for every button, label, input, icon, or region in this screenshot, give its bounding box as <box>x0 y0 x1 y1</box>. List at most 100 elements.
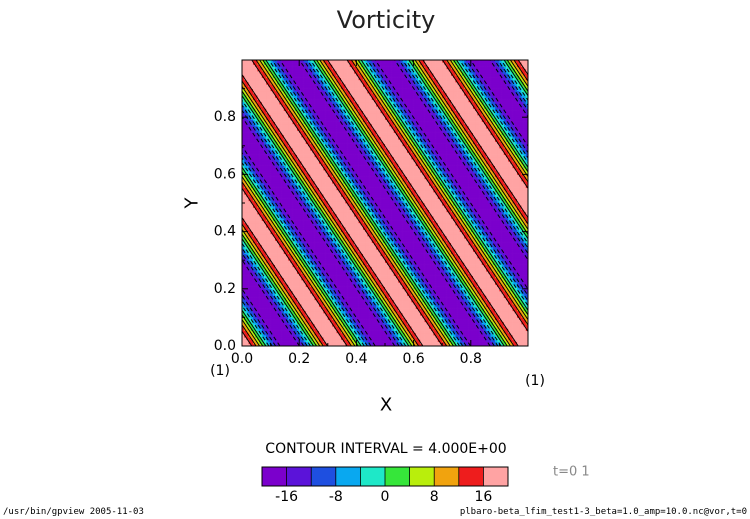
field-cell <box>398 295 401 298</box>
field-cell <box>404 264 408 268</box>
field-cell <box>484 286 487 290</box>
field-cell <box>429 282 432 285</box>
field-cell <box>508 313 511 316</box>
field-cell <box>506 319 509 323</box>
field-cell <box>246 273 249 276</box>
field-cell <box>341 286 344 290</box>
field-cell <box>255 302 258 305</box>
field-cell <box>523 269 527 272</box>
field-cell <box>255 297 258 301</box>
field-cell <box>431 275 434 279</box>
field-cell <box>477 328 480 331</box>
field-cell <box>481 286 485 290</box>
field-cell <box>380 275 384 279</box>
field-cell <box>435 280 439 283</box>
field-cell <box>442 277 445 281</box>
field-cell <box>393 280 397 283</box>
field-cell <box>437 273 441 276</box>
field-cell <box>316 262 320 265</box>
field-cell <box>299 295 302 298</box>
field-cell <box>442 291 445 294</box>
field-cell <box>453 317 456 320</box>
field-cell <box>319 315 322 318</box>
field-cell <box>440 282 443 285</box>
field-cell <box>354 291 357 294</box>
field-cell <box>363 324 366 327</box>
field-cell <box>385 269 388 272</box>
field-cell <box>275 326 278 329</box>
field-cell <box>402 308 406 312</box>
field-cell <box>457 321 461 325</box>
field-cell <box>264 306 267 309</box>
field-cell <box>279 310 282 314</box>
field-cell <box>283 260 287 263</box>
field-cell <box>360 310 364 314</box>
field-cell <box>411 317 414 320</box>
field-cell <box>506 315 509 318</box>
field-cell <box>332 339 335 342</box>
field-cell <box>365 313 368 316</box>
field-cell <box>514 266 518 270</box>
field-cell <box>257 308 260 312</box>
field-cell <box>490 339 494 342</box>
field-cell <box>503 306 507 309</box>
field-cell <box>435 297 439 301</box>
field-cell <box>521 341 524 345</box>
field-cell <box>250 286 254 290</box>
field-cell <box>332 260 335 263</box>
field-cell <box>334 341 337 345</box>
field-cell <box>437 288 441 292</box>
field-cell <box>497 310 500 314</box>
field-cell <box>367 324 370 327</box>
field-cell <box>297 284 300 287</box>
field-cell <box>279 269 282 272</box>
field-cell <box>283 277 287 281</box>
field-cell <box>400 297 403 301</box>
field-cell <box>424 335 428 338</box>
field-cell <box>380 330 384 334</box>
field-cell <box>475 341 478 345</box>
field-cell <box>444 295 447 298</box>
field-cell <box>294 277 298 281</box>
field-cell <box>382 337 386 340</box>
field-cell <box>501 304 505 307</box>
field-cell <box>378 269 381 272</box>
field-cell <box>426 330 430 334</box>
field-cell <box>459 293 463 296</box>
field-cell <box>448 295 452 298</box>
field-cell <box>343 291 346 294</box>
field-cell <box>352 302 355 305</box>
field-cell <box>367 317 370 320</box>
field-cell <box>521 271 524 274</box>
field-cell <box>422 337 425 340</box>
field-cell <box>492 286 496 290</box>
field-cell <box>261 310 265 314</box>
field-cell <box>332 341 335 345</box>
field-cell <box>378 264 381 268</box>
field-cell <box>506 324 509 327</box>
field-cell <box>279 262 282 265</box>
field-cell <box>374 321 377 325</box>
field-cell <box>365 317 368 320</box>
field-cell <box>481 266 485 270</box>
field-cell <box>334 271 337 274</box>
field-cell <box>455 313 458 316</box>
field-cell <box>462 324 465 327</box>
field-cell <box>398 302 401 305</box>
field-cell <box>424 271 428 274</box>
field-cell <box>409 302 412 305</box>
field-cell <box>332 269 335 272</box>
field-cell <box>501 264 505 268</box>
field-cell <box>433 280 436 283</box>
field-cell <box>374 299 377 303</box>
field-cell <box>523 282 527 285</box>
field-cell <box>330 326 333 329</box>
field-cell <box>481 282 485 285</box>
field-cell <box>365 315 368 318</box>
field-cell <box>385 335 388 338</box>
field-cell <box>334 273 337 276</box>
field-cell <box>261 306 265 309</box>
field-cell <box>420 262 423 265</box>
field-cell <box>356 302 359 305</box>
field-cell <box>259 302 263 305</box>
